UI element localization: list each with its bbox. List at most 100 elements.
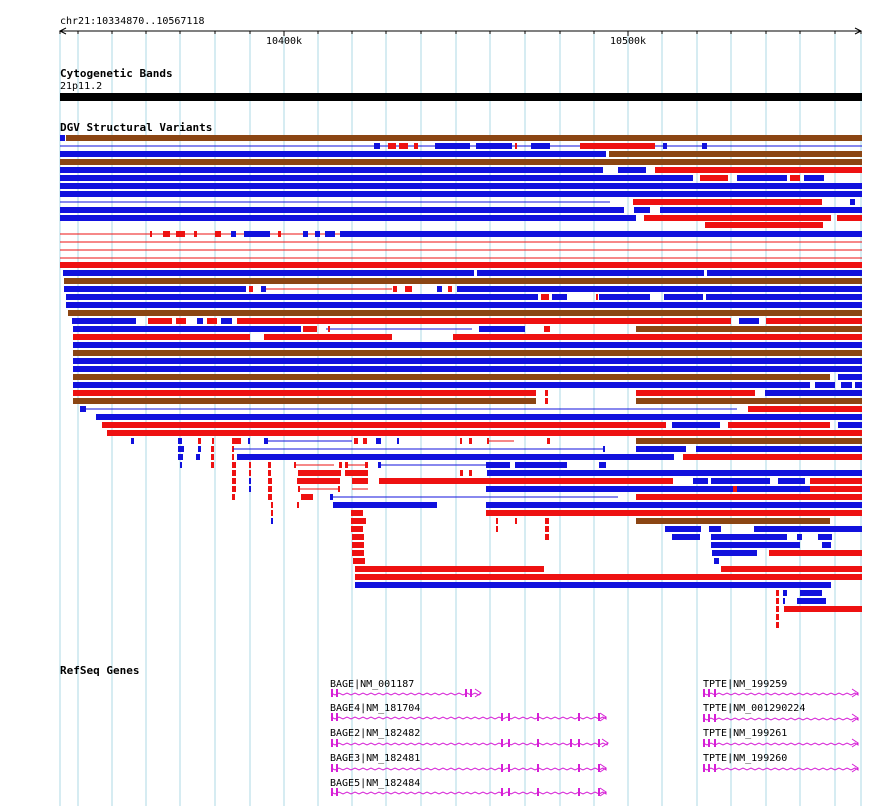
- variant-segment[interactable]: [397, 438, 399, 444]
- variant-segment[interactable]: [297, 478, 340, 484]
- variant-segment[interactable]: [197, 318, 203, 324]
- variant-segment[interactable]: [60, 151, 606, 157]
- variant-segment[interactable]: [268, 486, 272, 492]
- variant-segment[interactable]: [303, 326, 317, 332]
- variant-segment[interactable]: [303, 231, 308, 237]
- variant-segment[interactable]: [298, 486, 300, 492]
- variant-segment[interactable]: [232, 438, 241, 444]
- variant-segment[interactable]: [237, 454, 674, 460]
- variant-segment[interactable]: [232, 470, 236, 476]
- variant-segment[interactable]: [73, 398, 536, 404]
- variant-segment[interactable]: [60, 183, 862, 189]
- variant-segment[interactable]: [633, 199, 822, 205]
- ruler[interactable]: chr21:10334870..10567118 10400k 10500k: [58, 16, 863, 47]
- variant-segment[interactable]: [655, 167, 862, 173]
- variant-segment[interactable]: [712, 550, 757, 556]
- variant-segment[interactable]: [469, 470, 472, 476]
- variant-segment[interactable]: [810, 486, 862, 492]
- variant-segment[interactable]: [596, 294, 598, 300]
- variant-segment[interactable]: [405, 286, 412, 292]
- variant-segment[interactable]: [545, 390, 548, 396]
- variant-segment[interactable]: [435, 143, 470, 149]
- variant-segment[interactable]: [754, 526, 862, 532]
- variant-segment[interactable]: [248, 438, 250, 444]
- variant-segment[interactable]: [665, 526, 701, 532]
- variant-segment[interactable]: [73, 390, 536, 396]
- variant-segment[interactable]: [221, 318, 232, 324]
- variant-segment[interactable]: [73, 350, 862, 356]
- variant-segment[interactable]: [63, 270, 474, 276]
- variant-segment[interactable]: [264, 438, 268, 444]
- variant-segment[interactable]: [838, 374, 862, 380]
- variant-segment[interactable]: [486, 502, 862, 508]
- variant-segment[interactable]: [232, 486, 236, 492]
- variant-segment[interactable]: [176, 318, 186, 324]
- variant-segment[interactable]: [837, 215, 862, 221]
- variant-segment[interactable]: [457, 286, 862, 292]
- variant-segment[interactable]: [487, 470, 862, 476]
- variant-segment[interactable]: [414, 143, 418, 149]
- variant-segment[interactable]: [102, 422, 666, 428]
- variant-segment[interactable]: [68, 310, 862, 316]
- variant-segment[interactable]: [249, 286, 253, 292]
- variant-segment[interactable]: [815, 382, 835, 388]
- variant-segment[interactable]: [711, 542, 800, 548]
- variant-segment[interactable]: [66, 135, 862, 141]
- variant-segment[interactable]: [363, 438, 367, 444]
- variant-segment[interactable]: [352, 550, 364, 556]
- variant-segment[interactable]: [636, 518, 830, 524]
- variant-segment[interactable]: [636, 390, 755, 396]
- variant-segment[interactable]: [783, 590, 787, 596]
- variant-segment[interactable]: [800, 590, 822, 596]
- variant-segment[interactable]: [705, 222, 823, 228]
- variant-segment[interactable]: [810, 478, 862, 484]
- variant-segment[interactable]: [804, 175, 824, 181]
- variant-segment[interactable]: [479, 326, 525, 332]
- variant-segment[interactable]: [707, 270, 862, 276]
- variant-segment[interactable]: [603, 446, 605, 452]
- variant-segment[interactable]: [748, 406, 862, 412]
- variant-segment[interactable]: [541, 294, 549, 300]
- variant-segment[interactable]: [60, 215, 636, 221]
- variant-segment[interactable]: [249, 470, 251, 476]
- variant-segment[interactable]: [351, 510, 363, 516]
- variant-segment[interactable]: [176, 231, 185, 237]
- variant-segment[interactable]: [330, 494, 333, 500]
- variant-segment[interactable]: [580, 143, 655, 149]
- variant-segment[interactable]: [721, 566, 862, 572]
- variant-segment[interactable]: [545, 398, 548, 404]
- variant-segment[interactable]: [376, 438, 381, 444]
- variant-segment[interactable]: [644, 215, 831, 221]
- variant-segment[interactable]: [693, 478, 708, 484]
- variant-segment[interactable]: [328, 326, 330, 332]
- variant-segment[interactable]: [352, 534, 364, 540]
- variant-segment[interactable]: [211, 462, 214, 468]
- variant-segment[interactable]: [325, 231, 335, 237]
- variant-segment[interactable]: [64, 286, 246, 292]
- variant-segment[interactable]: [544, 326, 550, 332]
- variant-segment[interactable]: [599, 462, 606, 468]
- variant-segment[interactable]: [496, 526, 498, 532]
- gene-feature[interactable]: [330, 688, 482, 698]
- variant-segment[interactable]: [271, 518, 273, 524]
- variant-segment[interactable]: [486, 486, 862, 492]
- variant-segment[interactable]: [714, 558, 719, 564]
- variant-segment[interactable]: [636, 438, 862, 444]
- variant-segment[interactable]: [469, 438, 472, 444]
- variant-segment[interactable]: [696, 446, 862, 452]
- variant-segment[interactable]: [355, 574, 862, 580]
- variant-segment[interactable]: [393, 286, 397, 292]
- variant-segment[interactable]: [841, 382, 852, 388]
- variant-segment[interactable]: [634, 207, 650, 213]
- variant-segment[interactable]: [664, 294, 703, 300]
- variant-segment[interactable]: [486, 510, 862, 516]
- variant-segment[interactable]: [496, 518, 498, 524]
- variant-segment[interactable]: [477, 270, 704, 276]
- variant-segment[interactable]: [545, 534, 549, 540]
- variant-segment[interactable]: [778, 478, 805, 484]
- variant-segment[interactable]: [822, 542, 831, 548]
- variant-segment[interactable]: [352, 542, 364, 548]
- variant-segment[interactable]: [249, 486, 251, 492]
- variant-segment[interactable]: [261, 286, 266, 292]
- gene-feature[interactable]: [330, 787, 607, 797]
